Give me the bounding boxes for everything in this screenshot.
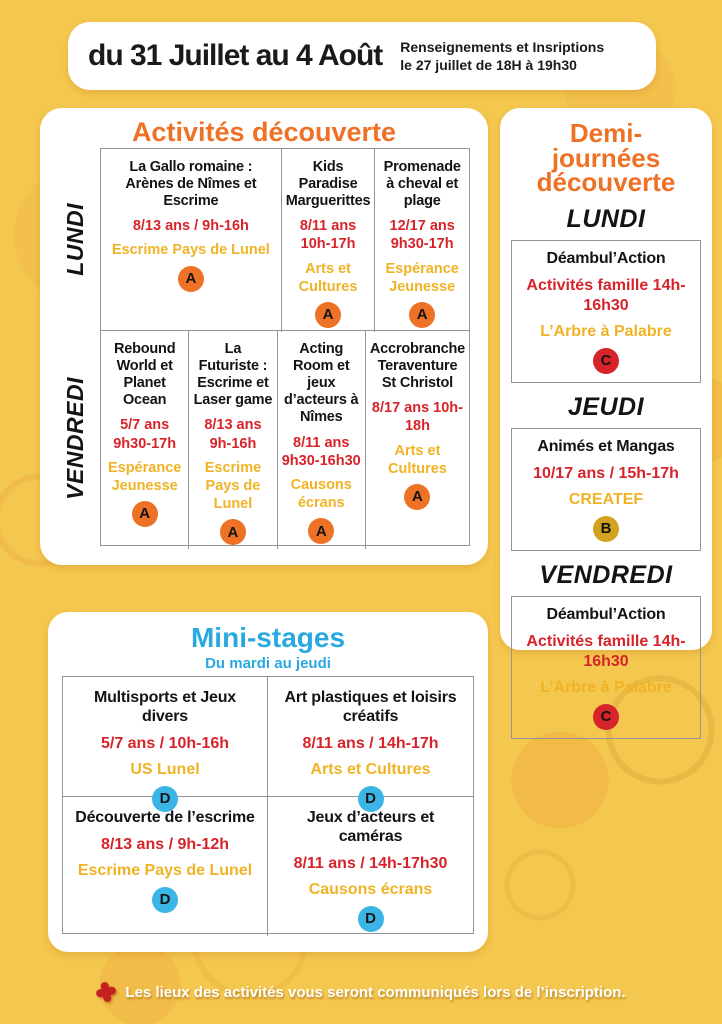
activity-title: Jeux d’acteurs et caméras (306, 809, 435, 845)
registration-info-line1: Renseignements et Insriptions (400, 38, 605, 55)
activity-ages: Activités famille 14h-16h30 (526, 276, 686, 314)
activity-ages: 8/17 ans 10h-18h (371, 400, 463, 435)
footer-text: Les lieux des activités vous seront comm… (125, 983, 626, 1001)
day-label-vendredi: VENDREDI (61, 376, 88, 500)
panel-demi-journees: Demi- journées découverte LUNDI Déambul’… (500, 108, 712, 739)
activity-cell: La Gallo romaine : Arènes de Nîmes et Es… (101, 149, 282, 332)
activity-venue: Arts et Cultures (388, 442, 447, 477)
activity-cell: Promenade à cheval et plage 12/17 ans 9h… (375, 149, 469, 332)
activity-venue: Arts et Cultures (310, 760, 431, 778)
badge-c: C (593, 703, 619, 730)
badge-b: B (593, 515, 619, 542)
date-range-title: du 31 Juillet au 4 Août (88, 39, 383, 72)
activity-venue: L’Arbre à Palabre (540, 322, 672, 340)
activity-cell: Multisports et Jeux divers 5/7 ans / 10h… (63, 677, 268, 812)
header-card: du 31 Juillet au 4 Août Renseignements e… (68, 22, 656, 90)
registration-info-line2: le 27 juillet de 18H à 19h30 (400, 57, 577, 73)
mini-stages-subtitle: Du mardi au jeudi (205, 655, 331, 672)
badge-c: C (593, 347, 619, 374)
activity-ages: Activités famille 14h-16h30 (526, 632, 686, 670)
activity-cell: Découverte de l’escrime 8/13 ans / 9h-12… (63, 797, 268, 936)
activity-title: Promenade à cheval et plage (383, 159, 461, 210)
registration-info: Renseignements et Insriptions le 27 juil… (400, 38, 604, 74)
mini-stages-title: Mini-stages (190, 622, 346, 653)
demi-card-lundi: Déambul’Action Activités famille 14h-16h… (511, 240, 701, 383)
demi-card-vendredi: Déambul’Action Activités famille 14h-16h… (511, 595, 701, 739)
panel-mini-stages: Mini-stages Du mardi au jeudi Multisport… (48, 612, 488, 952)
badge-d: D (357, 785, 384, 812)
activity-title: Accrobranche Teraventure St Christol (369, 341, 465, 392)
activity-title: La Gallo romaine : Arènes de Nîmes et Es… (125, 159, 257, 210)
activity-ages: 8/13 ans / 9h-12h (100, 835, 230, 853)
activity-venue: Escrime Pays de Lunel (111, 242, 270, 259)
activity-venue: Escrime Pays de Lunel (204, 459, 262, 512)
activity-cell: Rebound World et Planet Ocean 5/7 ans 9h… (101, 331, 190, 550)
table-row-vendredi: Rebound World et Planet Ocean 5/7 ans 9h… (101, 331, 469, 550)
activity-venue: Espérance Jeunesse (385, 260, 459, 295)
activity-title: Multisports et Jeux divers (93, 689, 236, 725)
demi-day-lundi: LUNDI (566, 205, 646, 234)
badge-a: A (315, 301, 342, 328)
badge-a: A (308, 518, 335, 545)
activity-title: Découverte de l’escrime (75, 809, 255, 826)
activity-cell: Accrobranche Teraventure St Christol 8/1… (366, 331, 469, 549)
activity-title: La Futuriste : Escrime et Laser game (193, 341, 273, 409)
activity-venue: Causons écrans (290, 476, 352, 511)
activity-ages: 8/11 ans / 14h-17h (302, 734, 439, 752)
demi-title-line1: Demi- (569, 118, 643, 148)
activity-venue: Espérance Jeunesse (107, 459, 182, 494)
demi-day-vendredi: VENDREDI (539, 560, 673, 589)
activity-ages: 5/7 ans / 10h-16h (100, 734, 230, 752)
badge-a: A (409, 301, 436, 328)
activity-title: Déambul’Action (546, 605, 666, 623)
activity-cell: Acting Room et jeux d’acteurs à Nîmes 8/… (278, 331, 366, 550)
activity-ages: 12/17 ans 9h30-17h (389, 218, 455, 253)
activity-venue: Arts et Cultures (298, 260, 358, 295)
activity-cell: Art plastiques et loisirs créatifs 8/11 … (268, 677, 473, 812)
activites-title: Activités découverte (131, 117, 397, 147)
activity-title: Art plastiques et loisirs créatifs (284, 689, 457, 725)
table-row-lundi: La Gallo romaine : Arènes de Nîmes et Es… (101, 149, 469, 332)
demi-card-jeudi: Animés et Mangas 10/17 ans / 15h-17h CRE… (511, 427, 701, 551)
activity-title: Animés et Mangas (537, 437, 675, 455)
activity-ages: 8/11 ans / 14h-17h30 (293, 854, 448, 872)
activity-ages: 5/7 ans 9h30-17h (113, 417, 177, 452)
activity-venue: CREATEF (568, 490, 644, 508)
cross-icon (95, 980, 119, 1004)
activity-venue: Escrime Pays de Lunel (77, 861, 253, 879)
footer-note: Les lieux des activités vous seront comm… (0, 982, 722, 1002)
badge-a: A (131, 500, 158, 527)
activity-cell: La Futuriste : Escrime et Laser game 8/1… (189, 331, 278, 550)
activity-title: Acting Room et jeux d’acteurs à Nîmes (284, 341, 359, 426)
activity-cell: Jeux d’acteurs et caméras 8/11 ans / 14h… (268, 797, 473, 936)
demi-title-line2: journées (551, 142, 661, 173)
demi-title: Demi- journées découverte (500, 118, 712, 198)
demi-title-line3: découverte (536, 167, 676, 198)
activity-ages: 8/11 ans 10h-17h (299, 218, 357, 253)
activity-ages: 8/13 ans 9h-16h (204, 417, 262, 452)
badge-a: A (177, 265, 204, 292)
panel-activites-decouverte: Activités découverte LUNDI VENDREDI La G… (40, 108, 488, 565)
activities-table: La Gallo romaine : Arènes de Nîmes et Es… (100, 148, 470, 550)
activity-title: Déambul’Action (546, 250, 666, 268)
day-label-lundi: LUNDI (61, 202, 88, 276)
activity-venue: Causons écrans (308, 880, 433, 898)
badge-a: A (219, 519, 246, 546)
mini-stages-table: Multisports et Jeux divers 5/7 ans / 10h… (62, 676, 474, 936)
badge-d: D (357, 905, 384, 932)
activity-ages: 8/13 ans / 9h-16h (132, 218, 249, 235)
activity-venue: US Lunel (130, 760, 200, 778)
activity-ages: 8/11 ans 9h30-16h30 (281, 434, 361, 469)
badge-d: D (152, 886, 178, 913)
activity-title: Kids Paradise Marguerittes (285, 159, 371, 210)
demi-day-jeudi: JEUDI (567, 392, 645, 421)
activity-ages: 10/17 ans / 15h-17h (533, 464, 679, 482)
activity-cell: Kids Paradise Marguerittes 8/11 ans 10h-… (282, 149, 376, 332)
activity-venue: L’Arbre à Palabre (540, 678, 672, 696)
badge-d: D (152, 785, 178, 812)
activity-title: Rebound World et Planet Ocean (113, 341, 176, 409)
badge-a: A (404, 483, 431, 510)
